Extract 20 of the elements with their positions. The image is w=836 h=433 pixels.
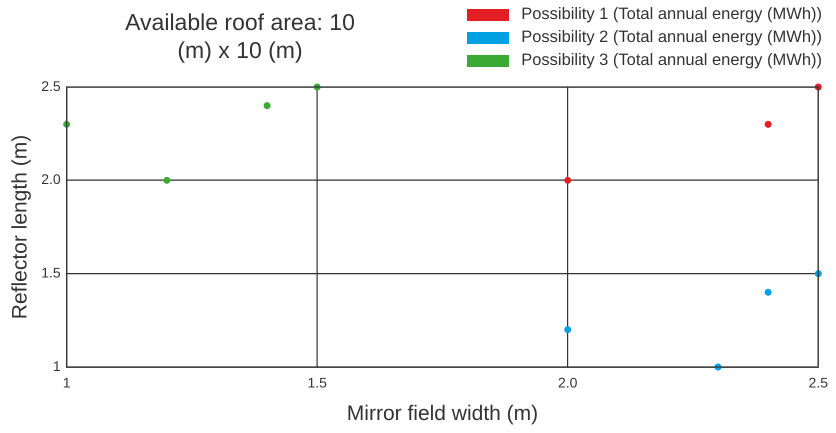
- y-tick-label: 1: [52, 358, 61, 374]
- x-tick-label: 2.0: [558, 374, 578, 390]
- x-tick-label: 2.5: [808, 374, 828, 390]
- point: [264, 102, 271, 110]
- legend-label: Possibility 2 (Total annual energy (MWh)): [521, 28, 822, 47]
- y-tick-label: 1.5: [41, 264, 61, 281]
- point: [764, 120, 772, 128]
- x-tick-label: 1: [62, 374, 71, 390]
- point: [163, 176, 170, 184]
- legend-label: Possibility 1 (Total annual energy (MWh)): [521, 5, 822, 24]
- point: [564, 326, 572, 334]
- point: [564, 176, 572, 184]
- x-axis-title: Mirror field width (m): [346, 402, 538, 426]
- y-tick-label: 2.5: [41, 78, 61, 94]
- y-axis-title: Reflector length (m): [8, 134, 32, 320]
- x-tick-label: 1.5: [307, 374, 328, 390]
- point: [764, 288, 772, 296]
- legend-label: Possibility 3 (Total annual energy (MWh)): [521, 51, 822, 70]
- y-tick-label: 2.0: [41, 171, 61, 188]
- chart-title: Available roof area: 10 (m) x 10 (m): [124, 8, 356, 64]
